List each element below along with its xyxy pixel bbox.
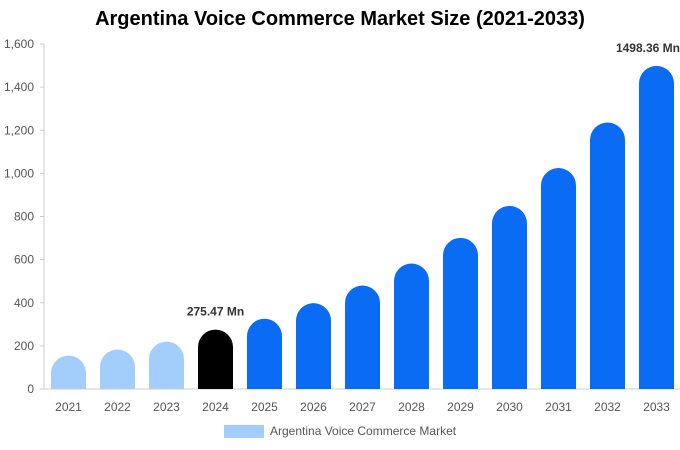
bar-2023 <box>149 341 184 389</box>
x-tick-label: 2028 <box>398 400 425 414</box>
bar-2033 <box>639 65 674 389</box>
x-tick-label: 2024 <box>202 400 229 414</box>
bar-2029 <box>443 237 478 389</box>
x-tick-label: 2025 <box>251 400 278 414</box>
bar-2031 <box>541 167 576 389</box>
legend-label: Argentina Voice Commerce Market <box>270 424 457 438</box>
bar-2032 <box>590 122 625 390</box>
y-tick-label: 1,200 <box>4 123 34 137</box>
x-tick-label: 2033 <box>643 400 670 414</box>
x-tick-label: 2023 <box>153 400 180 414</box>
x-tick-label: 2022 <box>104 400 131 414</box>
y-tick-label: 1,000 <box>4 166 34 180</box>
legend[interactable]: Argentina Voice Commerce Market <box>224 424 456 438</box>
legend-swatch <box>224 424 264 438</box>
y-tick-label: 1,400 <box>4 80 34 94</box>
x-tick-label: 2027 <box>349 400 376 414</box>
x-tick-label: 2026 <box>300 400 327 414</box>
data-label-2024: 275.47 Mn <box>187 305 244 319</box>
bar-2022 <box>100 349 135 389</box>
chart-title: Argentina Voice Commerce Market Size (20… <box>95 8 585 30</box>
bar-2026 <box>296 303 331 389</box>
bar-2021 <box>51 355 86 389</box>
x-tick-label: 2021 <box>55 400 82 414</box>
bar-2027 <box>345 285 380 389</box>
x-tick-label: 2032 <box>594 400 621 414</box>
data-label-2033: 1498.36 Mn <box>616 41 680 55</box>
x-tick-label: 2030 <box>496 400 523 414</box>
x-tick-label: 2029 <box>447 400 474 414</box>
bar-2025 <box>247 318 282 389</box>
bar-2028 <box>394 263 429 389</box>
x-tick-label: 2031 <box>545 400 572 414</box>
y-tick-label: 1,600 <box>4 37 34 51</box>
y-tick-label: 600 <box>14 253 34 267</box>
y-tick-label: 200 <box>14 339 34 353</box>
y-tick-label: 800 <box>14 210 34 224</box>
y-tick-label: 400 <box>14 296 34 310</box>
bar-2024 <box>198 329 233 389</box>
bar-2030 <box>492 205 527 389</box>
chart-plot: 0 200 400 600 800 1,000 1,200 1,400 1,600 2021 202… <box>4 37 680 414</box>
y-tick-label: 0 <box>27 382 34 396</box>
